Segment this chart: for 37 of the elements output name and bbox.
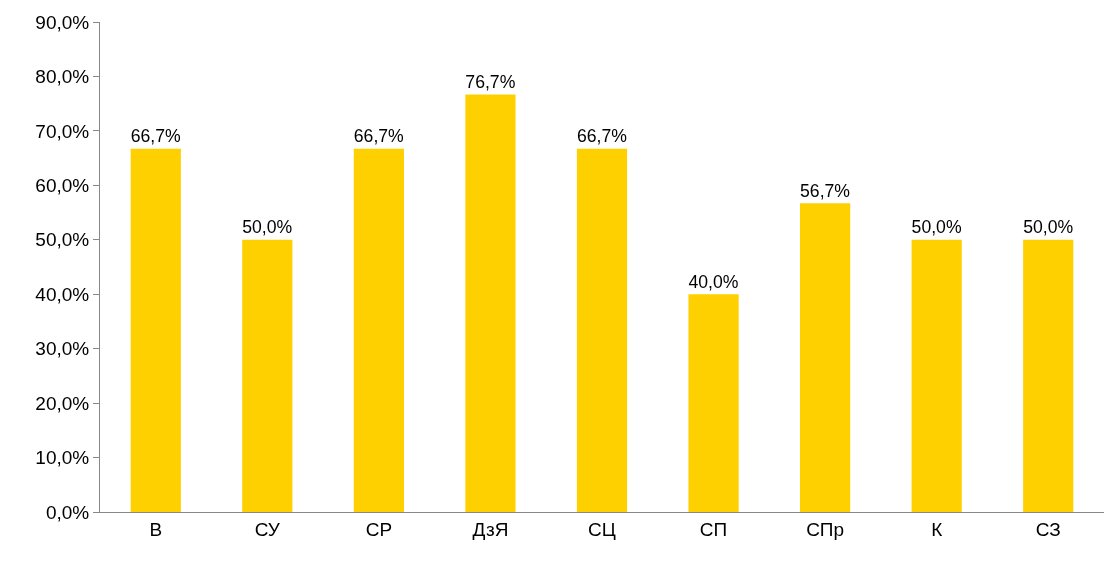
data-label: 56,7% bbox=[800, 180, 851, 201]
y-tick-label: 90,0% bbox=[35, 11, 90, 33]
y-tick-label: 0,0% bbox=[45, 501, 90, 523]
data-label: 66,7% bbox=[576, 126, 628, 147]
x-tick-label: СП bbox=[699, 518, 728, 540]
data-label: 66,7% bbox=[353, 126, 405, 147]
x-tick-label: СПр bbox=[806, 518, 845, 540]
y-tick-label: 60,0% bbox=[35, 174, 90, 196]
data-label: 40,0% bbox=[688, 271, 739, 292]
x-tick-label: СЦ bbox=[588, 518, 616, 540]
data-label: 50,0% bbox=[242, 217, 293, 238]
y-tick-label: 30,0% bbox=[35, 338, 90, 360]
bar bbox=[130, 148, 181, 512]
bar bbox=[353, 148, 404, 512]
bar bbox=[911, 239, 962, 512]
data-label: 76,7% bbox=[465, 71, 516, 92]
data-label: 66,7% bbox=[130, 126, 181, 147]
bar bbox=[576, 148, 628, 512]
y-tick-label: 50,0% bbox=[35, 229, 90, 251]
x-tick-label: СЗ bbox=[1035, 518, 1061, 540]
bar bbox=[800, 203, 851, 512]
x-tick-label: В bbox=[149, 518, 163, 540]
x-tick-label: ДзЯ bbox=[472, 518, 509, 540]
bar bbox=[465, 94, 516, 512]
y-tick-label: 80,0% bbox=[35, 66, 90, 88]
data-label: 50,0% bbox=[1023, 217, 1074, 238]
y-tick-label: 70,0% bbox=[35, 120, 90, 142]
bar bbox=[242, 239, 293, 512]
y-tick-label: 10,0% bbox=[35, 447, 90, 469]
x-tick-label: К bbox=[931, 518, 943, 540]
y-tick-label: 20,0% bbox=[35, 392, 90, 414]
data-label: 50,0% bbox=[911, 217, 962, 238]
y-tick-label: 40,0% bbox=[35, 283, 90, 305]
bar bbox=[688, 294, 739, 512]
x-tick-label: СР bbox=[365, 518, 393, 540]
bar bbox=[1023, 239, 1074, 512]
x-tick-label: СУ bbox=[254, 518, 281, 540]
